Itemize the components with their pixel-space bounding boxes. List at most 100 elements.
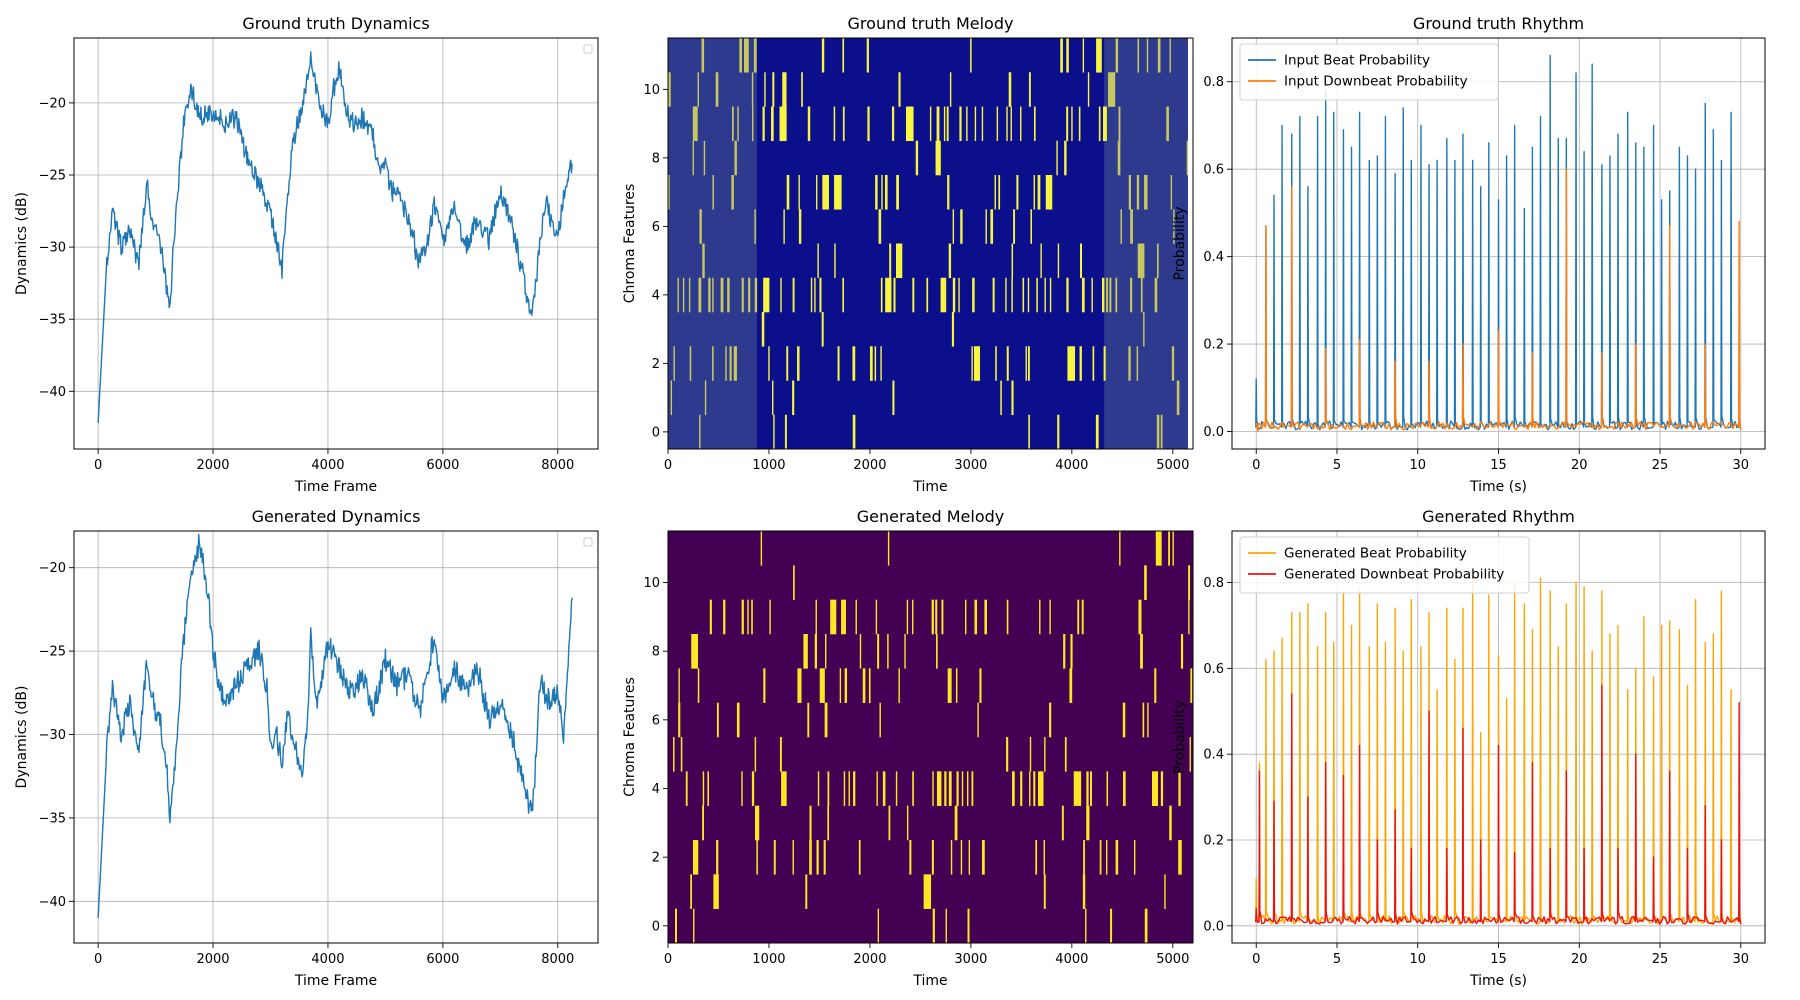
chroma-cell-row11-3	[753, 38, 757, 73]
chroma-cell-row4-32	[1122, 771, 1126, 806]
chroma-cell-row11-1	[739, 38, 742, 73]
chroma-cell-row6-4	[824, 702, 828, 738]
chroma-cell-row2-25	[1136, 346, 1139, 381]
chroma-cell-row8-2	[734, 140, 737, 176]
chroma-cell-row11-8	[1060, 38, 1063, 73]
chroma-cell-row4-39	[1106, 277, 1109, 313]
chart-title: Generated Dynamics	[252, 507, 421, 526]
chroma-cell-row9-8	[833, 106, 836, 142]
y-tick-label-1: −35	[39, 811, 66, 826]
chroma-cell-row9-15	[941, 599, 944, 635]
y-tick-label-2: 0.4	[1203, 250, 1224, 265]
chroma-cell-row7-11	[955, 668, 958, 703]
axes-frame	[667, 37, 1194, 450]
chroma-cell-row0-1	[773, 414, 775, 449]
x-tick-label-1: 5	[1333, 458, 1341, 473]
chroma-cell-row10-2	[715, 72, 719, 107]
chroma-cell-row1-0	[690, 874, 692, 909]
chroma-cell-row2-5	[733, 346, 737, 381]
chroma-cell-row9-15	[943, 106, 946, 142]
chroma-cell-row4-3	[698, 277, 702, 313]
chroma-cell-row7-19	[1128, 175, 1131, 210]
chroma-cell-row2-7	[823, 840, 826, 875]
chroma-cell-row4-22	[926, 277, 929, 313]
chroma-cell-row7-14	[998, 175, 1001, 210]
chroma-cell-row4-21	[966, 771, 969, 806]
x-axis-label: Time Frame	[294, 973, 377, 989]
x-tick-label-6: 30	[1732, 458, 1749, 473]
chroma-cell-row9-31	[1118, 106, 1121, 142]
chroma-cell-row9-11	[891, 106, 895, 142]
chroma-cell-row2-13	[880, 346, 882, 381]
chroma-cell-row9-9	[855, 599, 857, 635]
chroma-cell-row1-4	[892, 380, 895, 416]
x-tick-label-2: 4000	[311, 458, 344, 473]
chroma-cell-row5-7	[1040, 243, 1042, 279]
chroma-cell-row2-15	[1035, 840, 1038, 875]
chroma-cell-row2-8	[797, 346, 800, 381]
chroma-cell-row9-1	[723, 599, 726, 635]
chroma-cell-row4-12	[882, 771, 886, 806]
chroma-cell-row1-6	[1011, 380, 1014, 416]
y-tick-label-4: 8	[652, 151, 660, 166]
chroma-cell-row3-5	[906, 805, 909, 841]
chroma-cell-row9-28	[1078, 106, 1081, 142]
plot-area	[97, 533, 573, 919]
chroma-cell-row4-14	[912, 771, 914, 806]
chroma-cell-row4-20	[893, 277, 896, 313]
chroma-cell-row2-4	[792, 840, 794, 875]
chroma-cell-row6-0	[699, 209, 702, 244]
x-tick-label-4: 4000	[1055, 952, 1088, 967]
chroma-cell-row4-24	[1020, 771, 1023, 806]
chroma-cell-row9-5	[769, 599, 771, 635]
chroma-cell-row5-9	[1079, 243, 1083, 279]
chroma-cell-row3-0	[761, 312, 765, 347]
chroma-cell-row11-6	[866, 38, 869, 73]
chroma-cell-row4-8	[843, 771, 846, 806]
chroma-cell-row0-4	[945, 908, 947, 943]
chroma-cell-row9-16	[946, 106, 949, 142]
chroma-cell-row9-5	[771, 106, 774, 142]
chroma-cell-row9-3	[747, 599, 749, 635]
chroma-cell-row4-37	[1091, 277, 1093, 313]
chroma-cell-row4-23	[1012, 771, 1015, 806]
chroma-cell-row4-25	[958, 277, 960, 313]
chroma-cell-row7-9	[881, 175, 883, 210]
chroma-cell-row9-2	[737, 106, 739, 142]
chroma-cell-row9-24	[1138, 599, 1142, 635]
chroma-cell-row5-6	[1011, 243, 1014, 279]
chroma-cell-row8-11	[1140, 634, 1143, 669]
chroma-cell-row2-7	[786, 346, 789, 381]
y-tick-label-1: 0.2	[1203, 834, 1224, 849]
chroma-cell-row4-31	[1027, 277, 1030, 313]
chroma-cell-row9-26	[1066, 106, 1069, 142]
chroma-cell-row9-25	[1033, 106, 1036, 142]
chroma-cell-row10-0	[793, 565, 795, 600]
x-tick-label-5: 25	[1652, 952, 1669, 967]
x-tick-label-2: 10	[1409, 952, 1426, 967]
x-tick-label-4: 20	[1571, 458, 1588, 473]
chroma-cell-row7-1	[712, 175, 714, 210]
legend: Generated Beat Probability Generated Down…	[1239, 536, 1530, 594]
chroma-cell-row7-7	[834, 175, 842, 210]
chroma-cell-row4-35	[1178, 771, 1181, 806]
chroma-cell-row11-3	[1155, 531, 1162, 566]
chroma-cell-row3-1	[755, 805, 760, 841]
chroma-cell-row5-8	[1189, 737, 1191, 772]
y-tick-label-1: 2	[652, 851, 660, 866]
chart-title: Generated Rhythm	[1422, 507, 1575, 526]
y-tick-label-3: 0.6	[1203, 662, 1224, 677]
chroma-cell-row4-30	[1090, 771, 1093, 806]
chroma-cell-row9-9	[842, 106, 845, 142]
chroma-cell-row11-12	[1115, 38, 1119, 73]
chroma-cell-row6-9	[1013, 209, 1016, 244]
chroma-cell-row5-5	[948, 243, 952, 279]
chroma-cell-row1-1	[713, 874, 719, 909]
chroma-cell-row4-11	[876, 771, 878, 806]
chroma-cell-row4-12	[780, 277, 782, 313]
chroma-cell-row11-0	[701, 38, 705, 73]
panel-gen-dynamics: 0 2000 4000 6000 8000 −40 −35 −30 −25 −20 Generate…	[14, 507, 599, 989]
chroma-cell-row1-1	[704, 380, 707, 416]
chroma-cell-row3-3	[827, 805, 830, 841]
